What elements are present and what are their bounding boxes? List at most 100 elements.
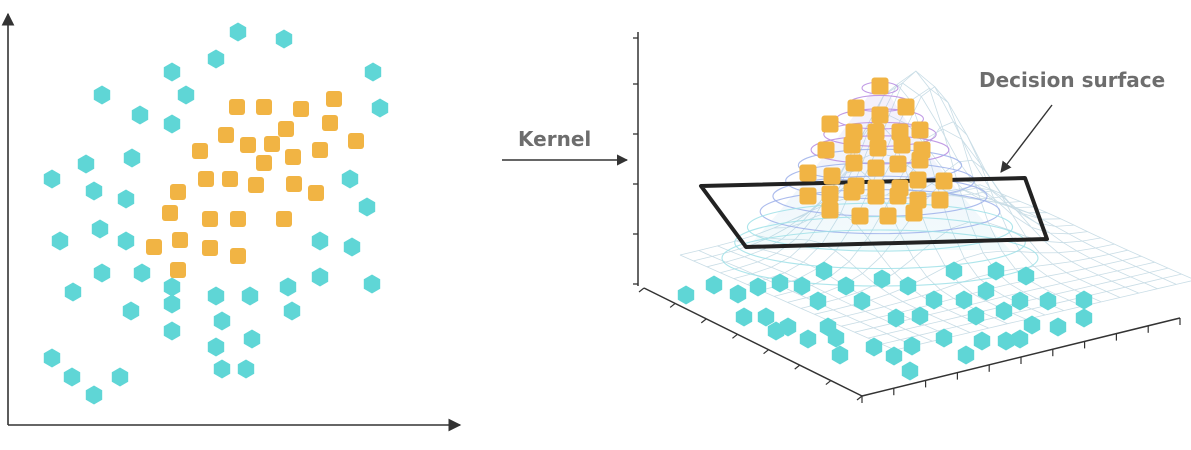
- inner-class-marker: [871, 77, 889, 95]
- outer-class-marker: [1017, 266, 1035, 286]
- outer-class-marker: [767, 321, 785, 341]
- inner-class-marker: [843, 136, 861, 154]
- outer-class-marker: [873, 269, 891, 289]
- outer-class-marker: [903, 336, 921, 356]
- inner-class-marker: [326, 91, 342, 107]
- floor-tick: [732, 333, 738, 339]
- inner-class-marker: [285, 149, 301, 165]
- outer-class-marker: [371, 98, 389, 118]
- mesh-line: [827, 249, 1128, 321]
- kernel-label: Kernel: [518, 127, 591, 151]
- outer-class-marker: [705, 275, 723, 295]
- inner-class-marker: [867, 159, 885, 177]
- outer-class-marker: [865, 337, 883, 357]
- outer-class-marker: [749, 277, 767, 297]
- inner-class-marker: [911, 151, 929, 169]
- outer-class-marker: [901, 361, 919, 381]
- outer-class-marker: [117, 231, 135, 251]
- z-axis-ticks: [633, 37, 638, 285]
- outer-class-marker: [77, 154, 95, 174]
- inner-class-marker: [256, 99, 272, 115]
- outer-class-marker: [363, 274, 381, 294]
- outer-class-marker: [64, 282, 82, 302]
- inner-class-marker: [229, 99, 245, 115]
- outer-class-marker: [1011, 291, 1029, 311]
- decision-surface-arrow: [1000, 104, 1053, 173]
- inner-class-marker: [879, 207, 897, 225]
- inner-class-marker: [935, 172, 953, 190]
- outer-class-marker: [63, 367, 81, 387]
- inner-class-marker: [845, 123, 863, 141]
- outer-class-marker: [925, 290, 943, 310]
- inner-class-marker: [889, 155, 907, 173]
- outer-class-marker: [43, 348, 61, 368]
- inner-class-marker: [172, 232, 188, 248]
- inner-class-marker: [869, 139, 887, 157]
- outer-class-marker: [967, 306, 985, 326]
- inner-class-marker: [931, 191, 949, 209]
- inner-class-marker: [276, 211, 292, 227]
- outer-class-marker: [809, 291, 827, 311]
- mesh-line: [923, 187, 1139, 294]
- kernel-mapping: Kernel: [502, 127, 629, 166]
- inner-class-points: [146, 91, 364, 278]
- inner-class-marker: [170, 262, 186, 278]
- outer-class-marker: [1011, 329, 1029, 349]
- outer-class-marker: [207, 49, 225, 69]
- projected-outer-class-points: [677, 261, 1093, 381]
- outer-class-marker: [735, 307, 753, 327]
- outer-class-marker: [207, 286, 225, 306]
- outer-class-marker: [341, 169, 359, 189]
- outer-class-marker: [311, 231, 329, 251]
- inner-class-marker: [897, 98, 915, 116]
- outer-class-marker: [163, 62, 181, 82]
- outer-class-marker: [935, 328, 953, 348]
- outer-class-marker: [122, 301, 140, 321]
- outer-class-marker: [1023, 315, 1041, 335]
- inner-class-marker: [909, 191, 927, 209]
- mesh-line: [979, 184, 1191, 279]
- outer-class-marker: [771, 273, 789, 293]
- outer-class-marker: [131, 105, 149, 125]
- outer-class-marker: [364, 62, 382, 82]
- floor-tick: [669, 302, 676, 308]
- inner-class-marker: [799, 187, 817, 205]
- outer-class-marker: [237, 359, 255, 379]
- inner-class-marker: [867, 187, 885, 205]
- inner-class-marker: [322, 115, 338, 131]
- outer-class-marker: [911, 306, 929, 326]
- outer-class-marker: [207, 337, 225, 357]
- outer-class-marker: [163, 294, 181, 314]
- floor-tick: [700, 318, 707, 324]
- inner-class-marker: [909, 171, 927, 189]
- floor-tick: [638, 287, 645, 293]
- outer-class-marker: [358, 197, 376, 217]
- mesh-line: [961, 188, 1177, 285]
- inner-class-marker: [867, 123, 885, 141]
- inner-class-marker: [278, 121, 294, 137]
- inner-class-marker: [222, 171, 238, 187]
- outer-class-marker: [757, 307, 775, 327]
- floor-tick: [794, 364, 801, 370]
- outer-class-marker: [275, 29, 293, 49]
- outer-class-marker: [117, 189, 135, 209]
- outer-class-marker: [799, 329, 817, 349]
- outer-class-marker: [885, 346, 903, 366]
- outer-class-marker: [91, 219, 109, 239]
- inner-class-marker: [308, 185, 324, 201]
- outer-class-marker: [85, 385, 103, 405]
- inner-class-marker: [312, 142, 328, 158]
- inner-class-marker: [871, 106, 889, 124]
- outer-class-marker: [987, 261, 1005, 281]
- mesh-line: [854, 261, 1155, 333]
- outer-class-marker: [729, 284, 747, 304]
- inner-class-marker: [293, 101, 309, 117]
- inner-class-marker: [821, 185, 839, 203]
- inner-class-marker: [202, 240, 218, 256]
- outer-class-marker: [853, 291, 871, 311]
- outer-class-marker: [677, 285, 695, 305]
- outer-class-marker: [977, 281, 995, 301]
- outer-class-marker: [1039, 291, 1057, 311]
- outer-class-marker: [899, 276, 917, 296]
- inner-class-marker: [286, 176, 302, 192]
